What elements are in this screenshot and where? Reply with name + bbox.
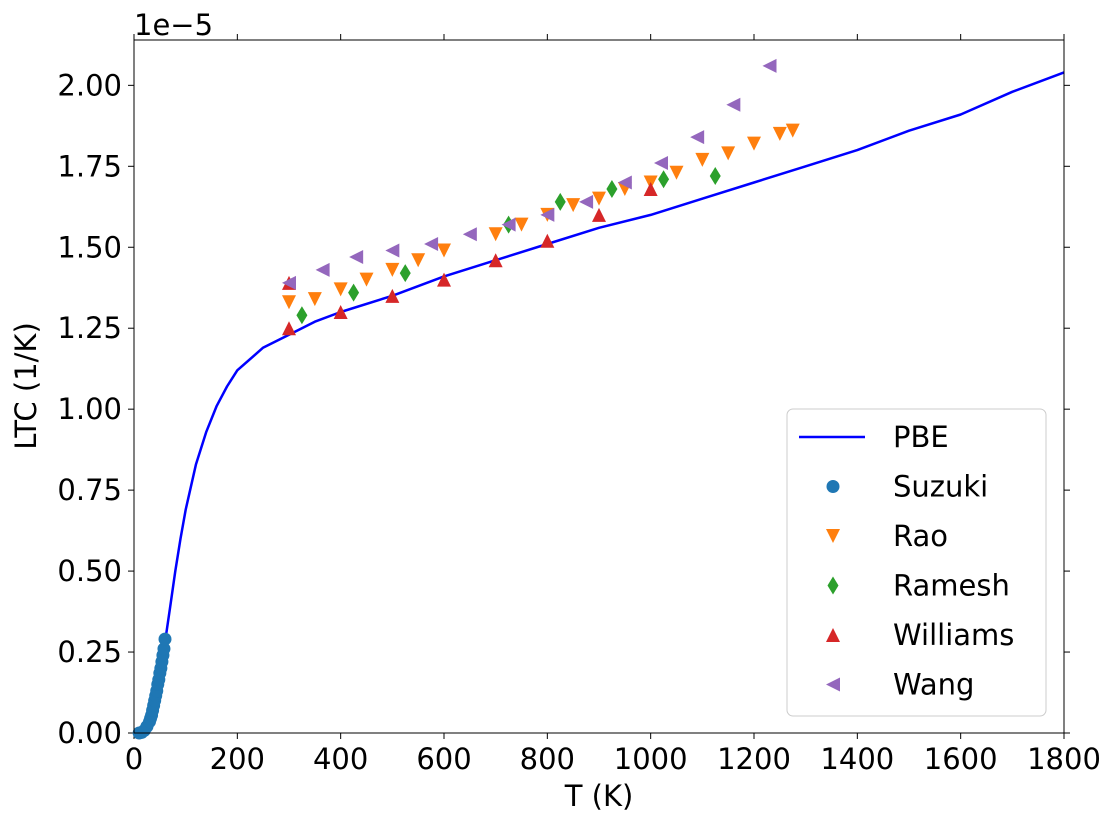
data-point-rao [411, 253, 426, 268]
data-point-ramesh [348, 283, 360, 302]
legend-label-wang: Wang [893, 668, 974, 702]
data-point-wang [349, 249, 364, 264]
data-point-williams [540, 233, 555, 248]
legend-label-pbe: PBE [893, 420, 949, 454]
data-point-williams [592, 207, 606, 222]
data-point-rao [747, 136, 761, 151]
plot-frame [133, 39, 1065, 734]
data-point-rao [514, 217, 529, 232]
x-tick-label: 1200 [717, 742, 791, 776]
y-tick-label: 0.75 [57, 473, 122, 507]
y-tick-label: 1.75 [57, 149, 122, 183]
data-point-wang [762, 58, 777, 73]
data-point-rao [333, 282, 348, 297]
data-point-wang [385, 243, 400, 258]
data-point-rao [592, 191, 606, 206]
data-point-wang [424, 237, 439, 252]
data-point-wang [690, 130, 705, 145]
x-tick-label: 600 [416, 742, 471, 776]
axis-ticks [128, 34, 1070, 739]
y-tick-label: 1.50 [57, 230, 122, 264]
data-point-rao [385, 262, 400, 277]
series-layer [132, 58, 1065, 740]
data-point-wang [617, 175, 632, 190]
x-tick-label: 400 [313, 742, 368, 776]
data-point-williams [437, 272, 451, 287]
data-point-ramesh [399, 264, 411, 283]
data-point-wang [654, 156, 668, 171]
x-tick-label: 200 [210, 742, 265, 776]
data-point-rao [307, 292, 322, 307]
data-point-rao [721, 146, 736, 161]
legend-swatch-rao [826, 529, 840, 543]
y-tick-label: 1.25 [57, 311, 122, 345]
data-point-rao [437, 243, 451, 258]
legend-swatch-wang [826, 677, 840, 692]
data-point-wang [579, 194, 594, 209]
data-point-rao [695, 152, 710, 167]
data-point-rao [359, 272, 374, 287]
data-point-williams [333, 305, 348, 320]
data-point-rao [488, 227, 503, 242]
x-tick-label: 1000 [614, 742, 688, 776]
x-tick-labels: 0 200 400 600 800 1000 1200 1400 1600 1800 [125, 742, 1101, 776]
legend-label-suzuki: Suzuki [893, 470, 988, 504]
data-point-williams [643, 181, 658, 196]
x-tick-label: 1600 [924, 742, 998, 776]
data-point-wang [501, 217, 516, 232]
data-point-rao [566, 198, 581, 213]
legend-swatch-suzuki [826, 480, 840, 493]
x-axis-label: T (K) [564, 779, 634, 813]
legend-box [786, 408, 1047, 717]
x-tick-label: 1400 [820, 742, 894, 776]
data-point-wang [315, 262, 330, 277]
legend-swatch-williams [826, 628, 840, 642]
data-point-suzuki [157, 642, 171, 656]
legend-label-williams: Williams [893, 618, 1014, 652]
y-tick-label: 0.25 [57, 635, 122, 669]
data-point-rao [772, 126, 787, 141]
data-point-williams [488, 253, 503, 268]
x-tick-label: 800 [520, 742, 575, 776]
legend-swatch-ramesh [827, 576, 839, 595]
data-point-williams [385, 288, 400, 303]
data-point-suzuki [158, 632, 172, 646]
x-tick-label: 0 [125, 742, 143, 776]
x-tick-label: 1800 [1027, 742, 1101, 776]
y-axis-label: LTC (1/K) [9, 322, 43, 450]
y-tick-label: 1.00 [57, 392, 122, 426]
y-tick-label: 0.00 [57, 716, 122, 750]
legend-label-rao: Rao [893, 519, 948, 553]
legend-label-ramesh: Ramesh [893, 569, 1010, 603]
data-point-wang [462, 227, 477, 242]
data-point-wang [282, 275, 296, 290]
data-point-ramesh [658, 170, 670, 189]
data-point-rao [785, 123, 800, 138]
data-point-wang [540, 207, 555, 222]
axis-offset-label: 1e−5 [134, 8, 213, 42]
legend: PBE Suzuki Rao Ramesh Williams Wang [786, 408, 1047, 717]
data-point-ramesh [709, 167, 721, 186]
data-point-rao [282, 295, 296, 310]
y-tick-label: 0.50 [57, 554, 122, 588]
data-point-ramesh [296, 306, 308, 325]
data-point-williams [282, 321, 296, 336]
data-point-wang [726, 97, 741, 112]
y-tick-label: 2.00 [57, 68, 122, 102]
data-point-ramesh [554, 192, 566, 211]
data-point-rao [669, 165, 684, 180]
y-tick-labels: 0.00 0.25 0.50 0.75 1.00 1.25 1.50 1.75 2.00 [57, 68, 122, 750]
data-point-ramesh [606, 179, 618, 198]
